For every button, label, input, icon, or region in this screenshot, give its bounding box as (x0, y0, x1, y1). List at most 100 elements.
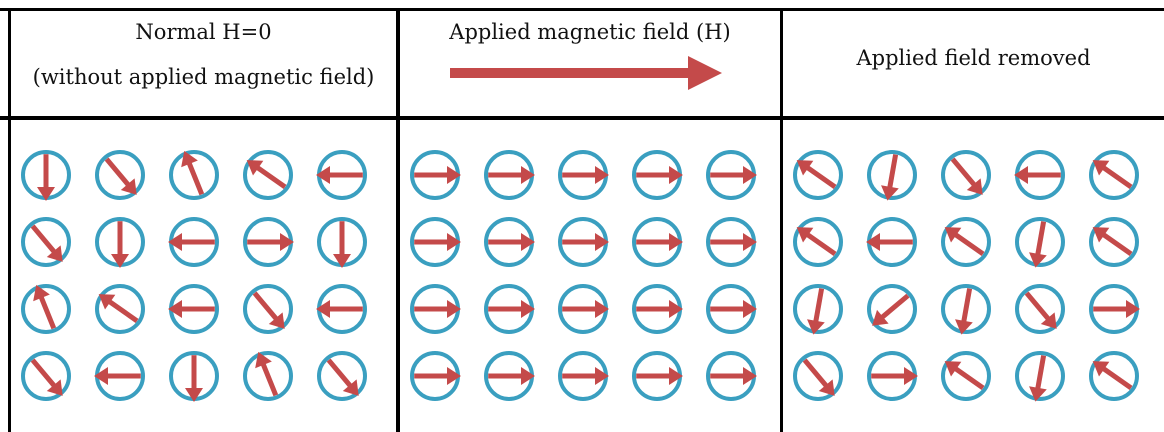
magnetic-domain (1089, 351, 1139, 401)
domains-panel-normal (21, 150, 367, 402)
magnetic-domain (867, 351, 918, 401)
moment-arrow-icon (33, 284, 50, 302)
domain-circle (21, 284, 71, 334)
magnetic-domain (94, 351, 145, 401)
magnetic-domain (558, 217, 609, 267)
moment-arrow-shaft (950, 157, 977, 188)
moment-arrow-shaft (1101, 365, 1133, 390)
domain-circle (21, 217, 71, 267)
moment-arrow-shaft (252, 291, 279, 322)
moment-arrow-shaft (805, 164, 837, 189)
domain-circle (1089, 150, 1139, 200)
moment-arrow-icon (966, 178, 983, 195)
moment-arrow-icon (1092, 160, 1110, 176)
left-border (8, 8, 11, 432)
magnetic-domain (317, 351, 367, 401)
moment-arrow-icon (944, 227, 962, 243)
moment-arrow-icon (280, 233, 294, 251)
domain-circle (941, 150, 991, 200)
moment-arrow-icon (743, 300, 757, 318)
moment-arrow-shaft (961, 288, 973, 324)
magnetic-domain (1015, 351, 1065, 402)
moment-arrow-icon (342, 379, 359, 396)
magnetic-domain (484, 351, 535, 401)
moment-arrow-icon (185, 388, 203, 402)
moment-arrow-icon (268, 312, 285, 329)
domain-circle (169, 150, 219, 200)
domain-circle (1015, 217, 1065, 267)
magnetic-domain (243, 351, 293, 401)
moment-arrow-icon (521, 166, 535, 184)
magnetic-domain (21, 150, 71, 201)
moment-arrow-icon (743, 233, 757, 251)
moment-arrow-icon (1040, 312, 1057, 329)
magnetic-domain (867, 150, 917, 201)
domain-circle (317, 351, 367, 401)
moment-arrow-icon (181, 150, 198, 168)
moment-arrow-icon (1014, 166, 1028, 184)
magnetic-domain (317, 217, 367, 268)
domain-circle (793, 284, 843, 334)
moment-arrow-shaft (30, 358, 57, 389)
moment-arrow-shaft (805, 231, 837, 256)
domain-circle (95, 284, 145, 334)
domain-circle (243, 150, 293, 200)
moment-arrow-icon (316, 300, 330, 318)
moment-arrow-shaft (953, 365, 985, 390)
moment-arrow-icon (521, 367, 535, 385)
moment-arrow-shaft (326, 358, 353, 389)
moment-arrow-shaft (813, 288, 825, 324)
top-border (0, 8, 1164, 11)
moment-arrow-shaft (887, 154, 899, 190)
domain-circle (941, 351, 991, 401)
moment-arrow-icon (1092, 227, 1110, 243)
moment-arrow-icon (521, 300, 535, 318)
moment-arrow-shaft (1101, 164, 1133, 189)
magnetic-domain (21, 217, 71, 267)
moment-arrow-icon (955, 319, 973, 335)
magnetic-domain (706, 284, 757, 334)
domain-circle (95, 150, 145, 200)
magnetic-domain (793, 351, 843, 401)
magnetic-domain (558, 150, 609, 200)
domain-circle (793, 217, 843, 267)
moment-arrow-icon (669, 233, 683, 251)
moment-arrow-icon (98, 294, 116, 310)
moment-arrow-icon (447, 367, 461, 385)
magnetic-domain (168, 284, 219, 334)
moment-arrow-icon (818, 379, 835, 396)
moment-arrow-icon (796, 160, 814, 176)
domain-circle (243, 351, 293, 401)
moment-arrow-icon (111, 254, 129, 268)
magnetic-domain (410, 217, 461, 267)
magnetic-domain (558, 284, 609, 334)
magnetic-domain (866, 217, 917, 267)
magnetic-domain (706, 217, 757, 267)
header-removed-title: Applied field removed (856, 46, 1091, 70)
magnetic-domain (793, 284, 843, 335)
magnetic-domain (484, 150, 535, 200)
column-divider-2 (780, 8, 783, 432)
domains-panel-removed (793, 150, 1140, 402)
moment-arrow-icon (866, 233, 880, 251)
column-divider-1 (396, 8, 400, 432)
header-applied: Applied magnetic field (H) (400, 10, 780, 116)
header-normal-title: Normal H=0 (135, 20, 272, 44)
moment-arrow-icon (796, 227, 814, 243)
header-applied-title: Applied magnetic field (H) (449, 20, 731, 44)
domains-panel-applied (410, 150, 757, 401)
moment-arrow-icon (669, 367, 683, 385)
magnetic-domain (95, 150, 145, 200)
magnetic-domain (632, 351, 683, 401)
header-removed: Applied field removed (783, 10, 1164, 116)
magnetic-domain (316, 284, 367, 334)
moment-arrow-icon (904, 367, 918, 385)
header-normal: Normal H=0 (without applied magnetic fie… (11, 10, 396, 116)
moment-arrow-icon (447, 233, 461, 251)
domain-circle (1089, 217, 1139, 267)
magnetic-domain (793, 217, 843, 267)
moment-arrow-icon (595, 300, 609, 318)
moment-arrow-icon (333, 254, 351, 268)
magnetic-domain (243, 284, 293, 334)
magnetic-domain (410, 351, 461, 401)
